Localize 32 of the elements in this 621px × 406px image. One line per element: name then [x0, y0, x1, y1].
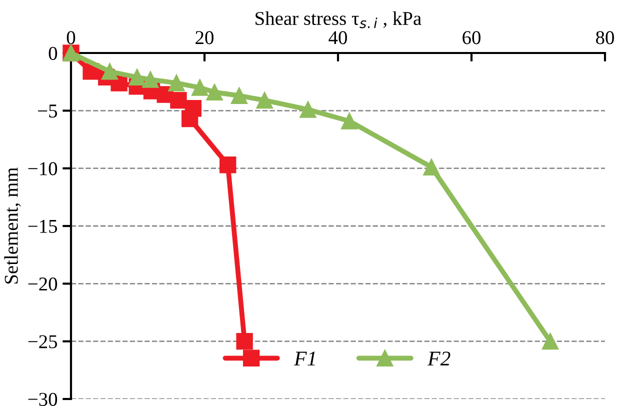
point	[236, 333, 253, 350]
x-tick-label: 20	[196, 31, 214, 44]
point	[191, 79, 208, 96]
point	[423, 158, 440, 176]
legend-label: F1	[294, 352, 315, 366]
point	[230, 87, 248, 104]
y-tick-label: −30	[28, 392, 58, 406]
point	[206, 84, 223, 101]
legend-label: F2	[427, 352, 450, 366]
x-tick-label: 60	[462, 31, 480, 44]
y-tick-label: 0	[48, 46, 58, 60]
y-tick-label: −10	[28, 162, 58, 176]
x-tick-label: 80	[596, 31, 614, 44]
point	[341, 112, 358, 130]
point	[300, 101, 316, 118]
point	[181, 110, 198, 128]
point	[128, 68, 146, 86]
point	[256, 92, 273, 109]
x-tick-label: 40	[328, 31, 347, 44]
x-tick-label: 0	[66, 31, 76, 44]
point	[168, 74, 185, 92]
point	[101, 63, 118, 80]
point	[220, 156, 236, 174]
y-tick-label: −15	[28, 220, 58, 233]
x-axis-title: Shear stress τ$_{s.i}$ , kPa	[256, 11, 422, 28]
y-tick-label: −5	[38, 104, 58, 118]
y-tick-label: −20	[28, 277, 58, 291]
point	[170, 92, 187, 109]
point	[142, 71, 159, 88]
point	[542, 333, 559, 350]
y-tick-label: −25	[28, 335, 58, 348]
y-axis-title: Setlement, mm	[4, 167, 21, 284]
